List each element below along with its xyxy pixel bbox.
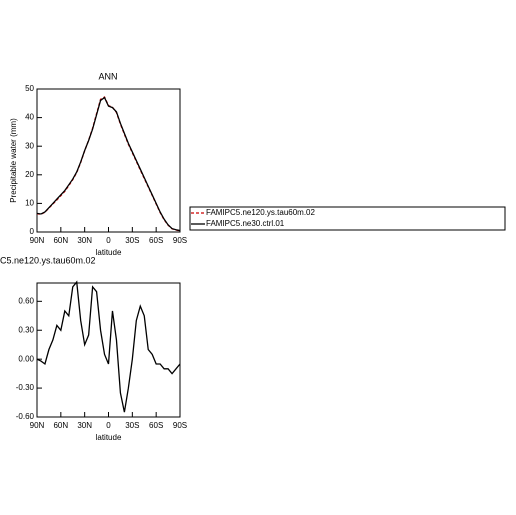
- y-tick-label: 0: [30, 227, 35, 236]
- y-tick-label: -0.60: [16, 412, 35, 421]
- x-tick-label: 30N: [77, 236, 92, 245]
- x-axis-label: latitude: [96, 433, 122, 442]
- y-tick-label: 10: [25, 199, 34, 208]
- y-tick-label: 0.60: [18, 296, 34, 305]
- legend-box: [189, 206, 506, 231]
- x-tick-label: 60N: [53, 236, 68, 245]
- y-axis-label: Precipitable water (mm): [9, 118, 18, 203]
- y-tick-label: -0.30: [16, 383, 35, 392]
- x-tick-label: 90S: [173, 236, 187, 245]
- x-tick-label: 0: [106, 236, 111, 245]
- y-tick-label: 50: [25, 84, 34, 93]
- x-tick-label: 90N: [30, 421, 45, 430]
- x-tick-label: 90S: [173, 421, 187, 430]
- chart-title: ANN: [98, 71, 117, 81]
- y-tick-label: 40: [25, 113, 34, 122]
- x-axis-label: latitude: [96, 248, 122, 257]
- x-tick-label: 30S: [125, 421, 139, 430]
- y-tick-label: 20: [25, 170, 34, 179]
- x-tick-label: 60N: [53, 421, 68, 430]
- legend-label: FAMIPC5.ne120.ys.tau60m.02: [206, 208, 316, 217]
- y-tick-label: 30: [25, 141, 34, 150]
- plot-frame: [36, 282, 181, 418]
- x-tick-label: 30S: [125, 236, 139, 245]
- x-tick-label: 60S: [149, 236, 163, 245]
- series-line: [36, 280, 181, 413]
- series-line: [36, 96, 181, 232]
- x-tick-label: 90N: [30, 236, 45, 245]
- chart-title: C5.ne120.ys.tau60m.02: [0, 255, 96, 265]
- plot-frame: [36, 88, 181, 233]
- x-tick-label: 60S: [149, 421, 163, 430]
- x-tick-label: 30N: [77, 421, 92, 430]
- y-tick-label: 0.30: [18, 325, 34, 334]
- legend-label: FAMIPC5.ne30.ctrl.01: [206, 219, 285, 228]
- y-tick-label: 0.00: [18, 354, 34, 363]
- series-line: [36, 96, 181, 232]
- x-tick-label: 0: [106, 421, 111, 430]
